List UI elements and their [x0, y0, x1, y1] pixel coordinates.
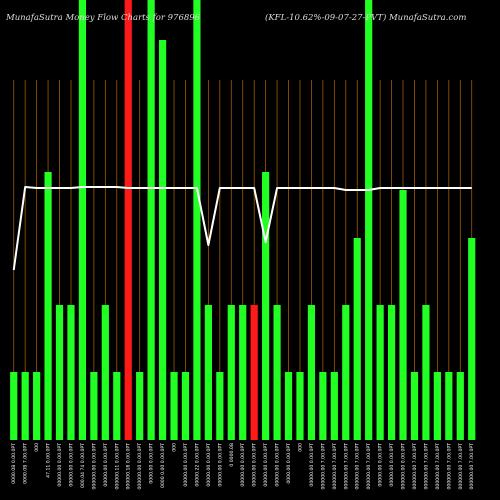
x-tick-label: 000000.00 7.00.0PT [343, 443, 349, 490]
x-tick-label: 00000.00 0.00.0PT [309, 443, 315, 487]
x-tick-label: 000000.00 0.00.0PT [91, 443, 97, 490]
money-flow-bar [319, 372, 327, 440]
x-tick-label: 000000.00 0.00.0PT [137, 443, 143, 490]
money-flow-bar [21, 372, 29, 440]
money-flow-bar [193, 0, 201, 440]
money-flow-bar [468, 238, 476, 440]
money-flow-bar [216, 372, 224, 440]
money-flow-bar [284, 372, 293, 440]
x-tick-label: 00000.00 0.00.0PT [252, 443, 258, 487]
x-tick-label: 000000.00 7.00.0PT [423, 443, 429, 490]
money-flow-bar [55, 305, 64, 440]
money-flow-bar [90, 372, 98, 440]
money-flow-bar [204, 305, 212, 440]
x-tick-label: 000000.00 0.00.0PT [401, 443, 407, 490]
x-axis-tick-labels: 0000.0B 0.00.0PT 0000.0B 7.00.0PT 000 47.11… [11, 443, 475, 490]
x-tick-label: 000 [172, 443, 178, 452]
x-tick-label: 000000.11 0.00.0PT [114, 443, 120, 490]
x-tick-label: 00000.00 0.00.0PT [206, 443, 212, 487]
money-flow-bar [410, 372, 419, 440]
x-tick-label: 0000 0.00 0.00.0PT [160, 443, 166, 488]
money-flow-line [12, 186, 472, 271]
money-flow-bar [422, 305, 430, 440]
x-tick-label: 00000.00 0.00.0PT [217, 443, 223, 487]
money-flow-bar [136, 372, 144, 440]
money-flow-bar [78, 0, 87, 440]
money-flow-bar [158, 40, 167, 440]
x-tick-label: 47.11 0.00.0PT [46, 443, 52, 478]
money-flow-bar [181, 372, 190, 440]
x-tick-label: 000 [34, 443, 40, 452]
money-flow-bar [387, 305, 396, 440]
x-tick-label: 00000.22 0.00.0PT [194, 443, 200, 487]
x-tick-label: 000000.00 7.00.0PT [458, 443, 464, 490]
money-flow-bar [330, 372, 338, 440]
x-tick-label: 000000.00 7.00.0PT [412, 443, 418, 490]
x-tick-label: 000000.00 7.00.0PT [446, 443, 452, 490]
x-tick-label: 000000.00 7.00.0PT [355, 443, 361, 490]
money-flow-bar [124, 0, 132, 440]
money-flow-bar [307, 305, 316, 440]
money-flow-bar [147, 0, 155, 440]
money-flow-bar [399, 190, 407, 440]
money-flow-bar [262, 172, 270, 440]
x-tick-label: 0000.0B 7.00.0PT [23, 443, 29, 484]
money-flow-bars [10, 0, 476, 440]
x-tick-label: 00000.00 0.00.0PT [240, 443, 246, 487]
chart-title-right: (KFL-10.62%-09-07-27-PVT) MunafaSutra.co… [265, 12, 466, 23]
x-tick-label: 000.04 74 0.00.0PT [80, 443, 86, 488]
x-tick-label: 00000.00 0.00.0PT [103, 443, 109, 487]
money-flow-bar [170, 372, 178, 440]
money-flow-bar [239, 305, 247, 440]
money-flow-bar [44, 172, 52, 440]
money-flow-bar [250, 305, 258, 440]
x-tick-label: 0000.00 0.00.0PT [286, 443, 292, 484]
money-flow-bar [67, 305, 75, 440]
x-tick-label: 00000.00 0.00.0PT [275, 443, 281, 487]
x-tick-label: 0000.0B 0.00.0PT [11, 443, 17, 484]
chart-title-left: MunafaSutra Money Flow Charts for 976896 [5, 13, 201, 23]
x-tick-label: 0000.00 0.00.0PT [149, 443, 155, 484]
x-tick-label: 00000.00 0.00.0PT [57, 443, 63, 487]
money-flow-bar [296, 372, 304, 440]
money-flow-bar [113, 372, 121, 440]
x-tick-label: 00000.00 0.00.0PT [378, 443, 384, 487]
x-tick-label: 000000.00 7.00.0PT [332, 443, 338, 490]
money-flow-bar [342, 305, 350, 440]
x-tick-label: 000 [297, 443, 303, 452]
x-tick-label: 000000.00 7.00.0PT [366, 443, 372, 490]
money-flow-bar [10, 372, 18, 440]
money-flow-bar [101, 305, 109, 440]
x-tick-label: 000000.18 0.00.0PT [126, 443, 132, 490]
x-tick-label: 00000.00 0.00.0PT [183, 443, 189, 487]
money-flow-bar [445, 372, 453, 440]
money-flow-bar [273, 305, 281, 440]
x-tick-label: 000000.00 7.00.0PT [469, 443, 475, 490]
x-tick-label: 000000.00 7.00.0PT [320, 443, 326, 490]
money-flow-line-path [12, 186, 472, 271]
money-flow-bar [353, 238, 361, 440]
money-flow-bar [33, 372, 41, 440]
x-tick-label: 0 0000.0B [229, 443, 235, 467]
x-tick-label: 00000.00 0.00.0PT [263, 443, 269, 487]
money-flow-bar [456, 372, 464, 440]
money-flow-bar [376, 305, 384, 440]
x-tick-label: 000000.00 7.00.0PT [435, 443, 441, 490]
x-tick-label: 00000.00 0.00.0PT [68, 443, 74, 487]
x-tick-label: 00000.00 0.00.0PT [389, 443, 395, 487]
money-flow-bar [227, 305, 235, 440]
money-flow-bar [433, 372, 441, 440]
money-flow-bar [365, 0, 373, 440]
